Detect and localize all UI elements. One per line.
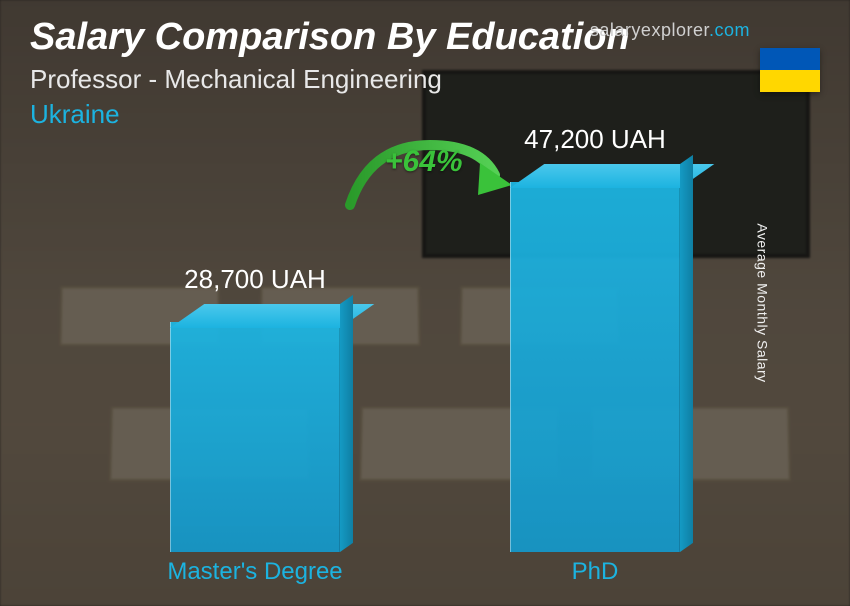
bar-body: 28,700 UAH Master's Degree [170,322,340,552]
bar-masters: 28,700 UAH Master's Degree [170,322,340,552]
brand-logo: salaryexplorer.com [590,20,750,41]
bar-value-label: 47,200 UAH [524,124,666,155]
bar-chart: 28,700 UAH Master's Degree 47,200 UAH Ph… [0,146,850,586]
bar-phd: 47,200 UAH PhD [510,182,680,552]
country-flag-icon [760,48,820,92]
content-container: Salary Comparison By Education Professor… [0,0,850,606]
bar-body: 47,200 UAH PhD [510,182,680,552]
bar-category-label: PhD [572,558,619,586]
bar-category-label: Master's Degree [167,558,342,586]
bar-side-face [680,155,693,552]
flag-stripe-bottom [760,70,820,92]
bar-value-label: 28,700 UAH [184,264,326,295]
bar-front-face [170,322,340,552]
job-subtitle: Professor - Mechanical Engineering [30,64,820,95]
flag-stripe-top [760,48,820,70]
brand-text-2: .com [709,20,750,40]
bar-front-face [510,182,680,552]
country-label: Ukraine [30,99,820,130]
bar-side-face [340,295,353,552]
brand-text-1: salaryexplorer [590,20,709,40]
